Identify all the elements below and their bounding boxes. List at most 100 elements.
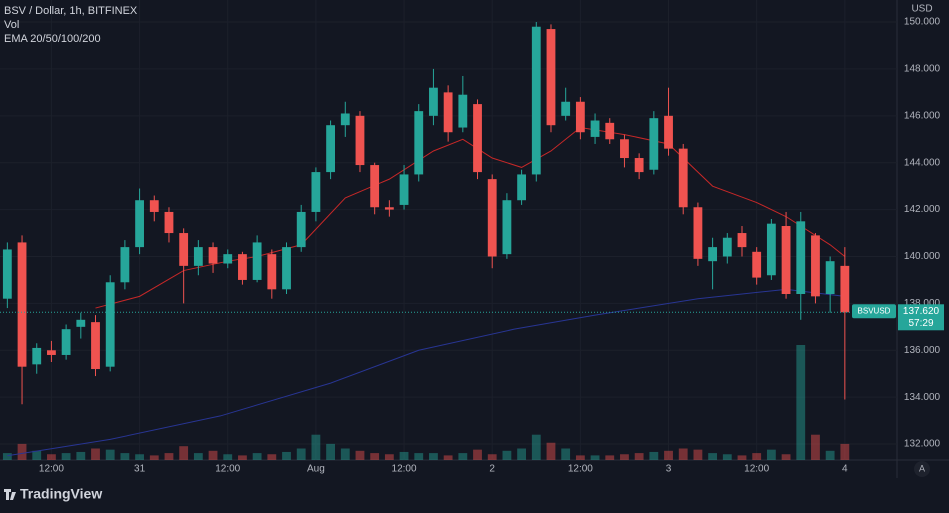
candle-body xyxy=(458,94,468,128)
volume-bar xyxy=(473,449,482,460)
volume-bar xyxy=(458,453,468,460)
volume-bar xyxy=(105,449,115,460)
candle-body xyxy=(326,125,335,173)
logo: TradingView xyxy=(4,486,102,502)
volume-bar xyxy=(91,448,100,460)
volume-bar xyxy=(311,434,321,460)
candle-body xyxy=(649,118,659,170)
volume-bar xyxy=(296,448,306,460)
candle-body xyxy=(487,179,497,257)
volume-bar xyxy=(664,450,673,460)
volume-bar xyxy=(531,434,541,460)
volume-bar xyxy=(634,453,644,460)
volume-bar xyxy=(796,345,806,460)
candle-body xyxy=(561,101,571,116)
volume-bar xyxy=(649,451,659,460)
y-tick-label: 146.000 xyxy=(904,110,941,121)
y-tick-label: 150.000 xyxy=(904,17,941,28)
volume-bar xyxy=(575,455,585,460)
candle-body xyxy=(811,235,820,297)
volume-bar xyxy=(47,454,56,460)
volume-bar xyxy=(708,453,718,460)
y-tick-label: 138.000 xyxy=(904,298,941,309)
chart-title: BSV / Dollar, 1h, BITFINEX xyxy=(4,5,138,17)
volume-bar xyxy=(722,454,732,460)
x-tick-label: 3 xyxy=(666,464,672,475)
candle-body xyxy=(120,247,130,283)
candle-body xyxy=(414,111,424,175)
volume-bar xyxy=(252,453,262,460)
scale-button-label[interactable]: A xyxy=(919,463,925,473)
volume-bar xyxy=(546,442,556,460)
volume-bar xyxy=(693,449,703,460)
candle-body xyxy=(708,247,718,262)
candle-body xyxy=(252,242,262,280)
candle-body xyxy=(282,247,291,290)
brand: TradingView xyxy=(20,486,102,502)
candle-body xyxy=(32,347,42,365)
candle-body xyxy=(340,113,350,126)
candle-body xyxy=(61,329,71,355)
volume-bar xyxy=(811,434,820,460)
price-label: 137.620 xyxy=(903,306,940,317)
candle-body xyxy=(517,174,527,201)
candle-body xyxy=(135,200,144,248)
scale-button[interactable] xyxy=(914,461,930,477)
candle-body xyxy=(781,226,791,295)
candle-body xyxy=(443,92,453,133)
candle-body xyxy=(193,247,203,266)
volume-bar xyxy=(208,450,218,460)
candle-body xyxy=(546,29,556,126)
volume-bar xyxy=(355,450,365,460)
volume-bar xyxy=(340,448,350,460)
volume-bar xyxy=(179,446,189,460)
currency-label: USD xyxy=(911,4,932,15)
volume-bar xyxy=(164,453,174,460)
volume-bar xyxy=(399,451,409,460)
candle-body xyxy=(296,211,306,248)
volume-bar xyxy=(781,454,791,460)
volume-bar xyxy=(76,451,86,460)
candle-body xyxy=(722,237,732,257)
candle-body xyxy=(590,120,600,137)
x-tick-label: Aug xyxy=(307,464,325,475)
x-tick-label: 4 xyxy=(842,464,848,475)
candle-body xyxy=(76,319,86,327)
volume-bar xyxy=(120,453,130,460)
x-tick-label: 12:00 xyxy=(215,464,240,475)
y-tick-label: 142.000 xyxy=(904,204,941,215)
volume-bar xyxy=(267,454,277,460)
volume-bar xyxy=(414,453,424,460)
x-tick-label: 31 xyxy=(134,464,146,475)
candle-body xyxy=(752,251,762,278)
candle-body xyxy=(384,207,394,210)
countdown-label: 57:29 xyxy=(908,318,933,329)
volume-bar xyxy=(135,454,144,460)
x-tick-label: 12:00 xyxy=(568,464,593,475)
volume-bar xyxy=(620,454,629,460)
candle-body xyxy=(575,101,585,133)
symbol-label: BSVUSD xyxy=(858,306,891,315)
candle-body xyxy=(208,247,218,264)
candle-body xyxy=(311,172,321,212)
candle-body xyxy=(47,350,56,355)
candle-body xyxy=(429,87,438,116)
candle-body xyxy=(238,254,247,280)
candle-body xyxy=(105,282,115,367)
candle-body xyxy=(825,261,835,295)
candle-body xyxy=(399,174,409,205)
volume-bar xyxy=(825,450,835,460)
volume-bar xyxy=(605,455,615,460)
candle-body xyxy=(502,200,512,255)
volume-bar xyxy=(429,453,438,460)
x-tick-label: 12:00 xyxy=(39,464,64,475)
volume-bar xyxy=(517,448,527,460)
volume-bar xyxy=(32,450,42,460)
volume-bar xyxy=(502,450,512,460)
y-tick-label: 136.000 xyxy=(904,345,941,356)
volume-bar xyxy=(61,453,71,460)
volume-bar xyxy=(590,455,600,460)
volume-bar xyxy=(2,453,12,460)
ema-line xyxy=(95,127,846,309)
volume-bar xyxy=(370,453,380,460)
